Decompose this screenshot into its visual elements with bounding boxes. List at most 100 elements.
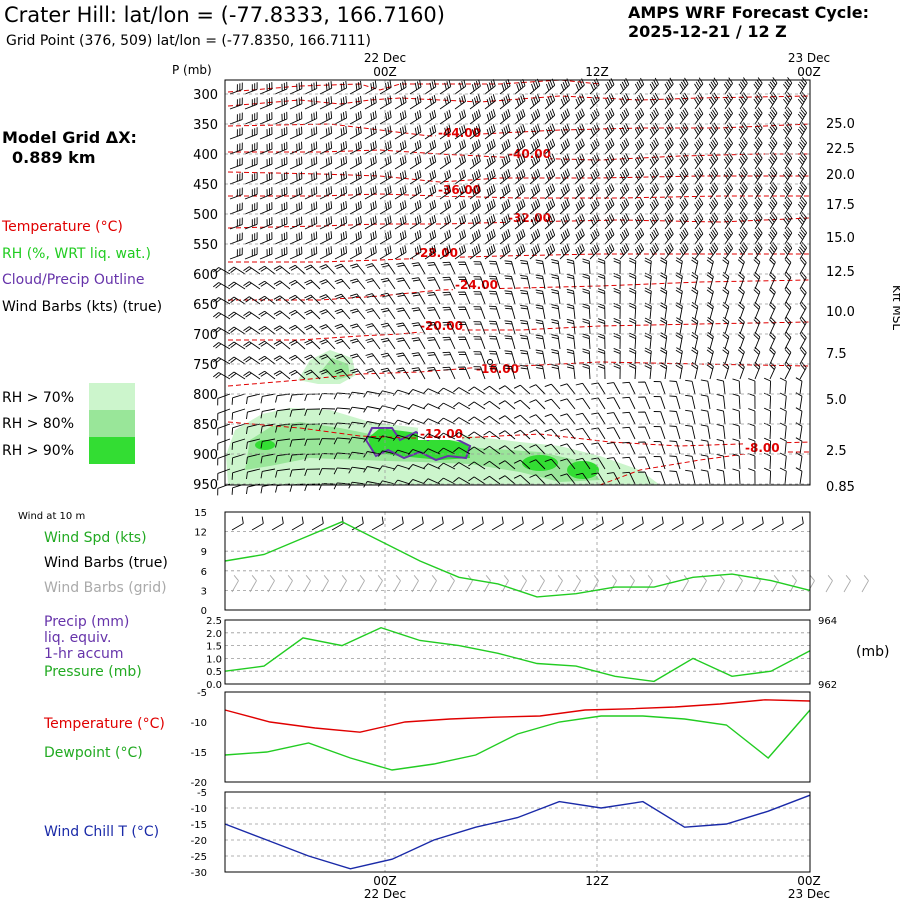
wind-barb: [644, 257, 652, 275]
wind-barb: [789, 575, 797, 593]
wind-barb: [660, 317, 668, 335]
wind-barb: [454, 79, 467, 95]
value-tick-label: 6: [201, 567, 207, 578]
wind-barb: [289, 438, 306, 447]
wind-barb: [575, 442, 591, 455]
pressure-tick-label: 650: [193, 298, 218, 313]
wind-barb: [304, 408, 321, 417]
wind-barb: [288, 264, 306, 275]
wind-barb: [748, 438, 756, 455]
wind-barb: [454, 244, 467, 260]
wind-barb: [514, 153, 526, 170]
wind-barb: [675, 362, 683, 380]
wind-barb: [409, 95, 422, 110]
wind-barb: [213, 342, 231, 350]
wind-barb: [392, 449, 411, 456]
wind-barb: [738, 212, 748, 230]
wind-barb: [669, 470, 681, 485]
wind-barb: [589, 243, 600, 260]
wind-barb: [764, 452, 772, 470]
wind-barb: [544, 138, 556, 155]
wind-barb: [439, 199, 452, 215]
wind-barb: [653, 381, 666, 395]
wind-barb: [289, 231, 303, 245]
wind-barb: [753, 271, 761, 290]
wind-barb: [213, 312, 231, 320]
wind-barb: [334, 155, 348, 170]
wind-barb: [349, 338, 366, 350]
wind-barb: [457, 261, 471, 275]
wind-barb: [258, 265, 276, 275]
wind-barb: [675, 257, 683, 275]
wind-barb: [551, 289, 561, 305]
wind-barb: [439, 214, 452, 230]
wind-barb: [378, 420, 396, 427]
wind-barb: [685, 409, 696, 425]
value-tick-label: -5: [197, 688, 207, 699]
wind-barb: [469, 184, 481, 200]
height-tick-label: 17.5: [826, 198, 855, 213]
wind-barb: [319, 141, 333, 155]
wind-barb: [544, 198, 556, 215]
wind-barb: [768, 167, 778, 185]
wind-barb: [424, 244, 437, 260]
wind-barb: [706, 332, 714, 350]
wind-barb: [722, 346, 730, 365]
wind-barb: [566, 273, 576, 290]
wind-barb: [589, 108, 600, 125]
wind-barb: [499, 229, 511, 245]
wind-barb: [363, 481, 381, 488]
wind-barb: [691, 302, 699, 320]
wind-barb: [783, 167, 793, 185]
wind-barb: [454, 94, 467, 110]
wind-barb: [244, 112, 258, 125]
wind-barb: [379, 80, 392, 95]
wind-barb: [520, 304, 531, 320]
pressure-tick-label: 900: [193, 448, 218, 463]
wind-barb: [379, 170, 392, 185]
wind-barb: [488, 275, 501, 290]
wind-barb: [551, 516, 564, 531]
legend-rh: RH (%, WRT liq. wat.): [2, 246, 151, 262]
wind-barb: [259, 247, 273, 260]
wind-barb: [664, 92, 674, 110]
wind-barb: [768, 212, 778, 230]
wind-barb: [260, 423, 276, 434]
wind-barb: [664, 107, 674, 125]
wind-barb: [544, 108, 556, 125]
wind-barb: [768, 227, 778, 245]
wind-barb: [504, 320, 516, 335]
wind-barb: [422, 448, 441, 455]
wind-barb: [319, 369, 336, 380]
wind-barb: [365, 308, 381, 320]
wind-barb: [349, 170, 362, 185]
wind-barb: [591, 382, 606, 395]
wind-barb: [422, 478, 441, 485]
wind-barb: [799, 347, 807, 365]
wind-barb: [629, 272, 637, 290]
wind-barb: [365, 263, 381, 275]
wind-barb: [409, 215, 422, 230]
wind-barb: [304, 324, 321, 335]
wind-barb: [427, 276, 441, 290]
wind-barb: [619, 78, 630, 95]
wind-barb: [304, 171, 318, 185]
wind-barb: [675, 287, 683, 305]
wind-barb: [365, 323, 381, 335]
wind-barb: [779, 422, 787, 440]
wind-barb: [513, 384, 531, 395]
wind-barb: [289, 171, 303, 185]
wind-barb: [748, 408, 756, 425]
wind-barb: [259, 202, 273, 215]
wind-barb: [520, 274, 531, 290]
wind-barb: [591, 442, 606, 455]
wind-barb: [737, 286, 745, 305]
wind-barb: [246, 468, 261, 480]
wind-barb: [513, 414, 531, 425]
wind-barb: [784, 346, 792, 365]
wind-barb: [244, 157, 258, 170]
wind-barb: [319, 216, 333, 230]
wind-barb: [454, 214, 467, 230]
temperature-contour-0: [227, 79, 601, 93]
